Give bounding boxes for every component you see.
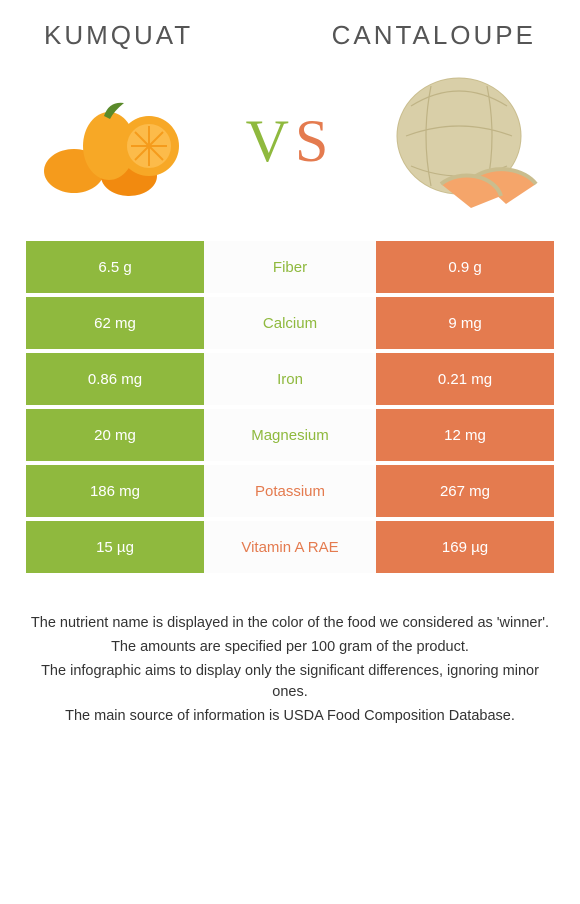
table-row: 15 µgVitamin A RAE169 µg — [26, 521, 554, 573]
footer-line-4: The main source of information is USDA F… — [30, 706, 550, 728]
cell-nutrient-label: Calcium — [204, 297, 376, 349]
footer-line-3: The infographic aims to display only the… — [30, 661, 550, 705]
cell-left-value: 15 µg — [26, 521, 204, 573]
cell-nutrient-label: Fiber — [204, 241, 376, 293]
footer-notes: The nutrient name is displayed in the co… — [10, 613, 570, 728]
table-row: 0.86 mgIron0.21 mg — [26, 353, 554, 405]
cell-nutrient-label: Magnesium — [204, 409, 376, 461]
cell-left-value: 20 mg — [26, 409, 204, 461]
cantaloupe-image — [381, 66, 546, 216]
footer-line-1: The nutrient name is displayed in the co… — [30, 613, 550, 635]
table-row: 20 mgMagnesium12 mg — [26, 409, 554, 461]
nutrient-table: 6.5 gFiber0.9 g62 mgCalcium9 mg0.86 mgIr… — [26, 241, 554, 573]
vs-s: S — [295, 107, 334, 176]
cell-nutrient-label: Iron — [204, 353, 376, 405]
footer-line-2: The amounts are specified per 100 gram o… — [30, 637, 550, 659]
cell-right-value: 12 mg — [376, 409, 554, 461]
vs-label: V S — [246, 107, 335, 176]
table-row: 186 mgPotassium267 mg — [26, 465, 554, 517]
cell-right-value: 0.21 mg — [376, 353, 554, 405]
cell-left-value: 62 mg — [26, 297, 204, 349]
kumquat-image — [34, 66, 199, 216]
title-row: Kumquat Cantaloupe — [10, 20, 570, 51]
cell-left-value: 6.5 g — [26, 241, 204, 293]
title-right: Cantaloupe — [332, 20, 536, 51]
vs-v: V — [246, 107, 295, 176]
cell-right-value: 9 mg — [376, 297, 554, 349]
title-left: Kumquat — [44, 20, 193, 51]
cell-right-value: 0.9 g — [376, 241, 554, 293]
cell-nutrient-label: Potassium — [204, 465, 376, 517]
cell-left-value: 186 mg — [26, 465, 204, 517]
table-row: 62 mgCalcium9 mg — [26, 297, 554, 349]
versus-row: V S — [10, 51, 570, 241]
cell-left-value: 0.86 mg — [26, 353, 204, 405]
table-row: 6.5 gFiber0.9 g — [26, 241, 554, 293]
cell-right-value: 169 µg — [376, 521, 554, 573]
cell-right-value: 267 mg — [376, 465, 554, 517]
cell-nutrient-label: Vitamin A RAE — [204, 521, 376, 573]
